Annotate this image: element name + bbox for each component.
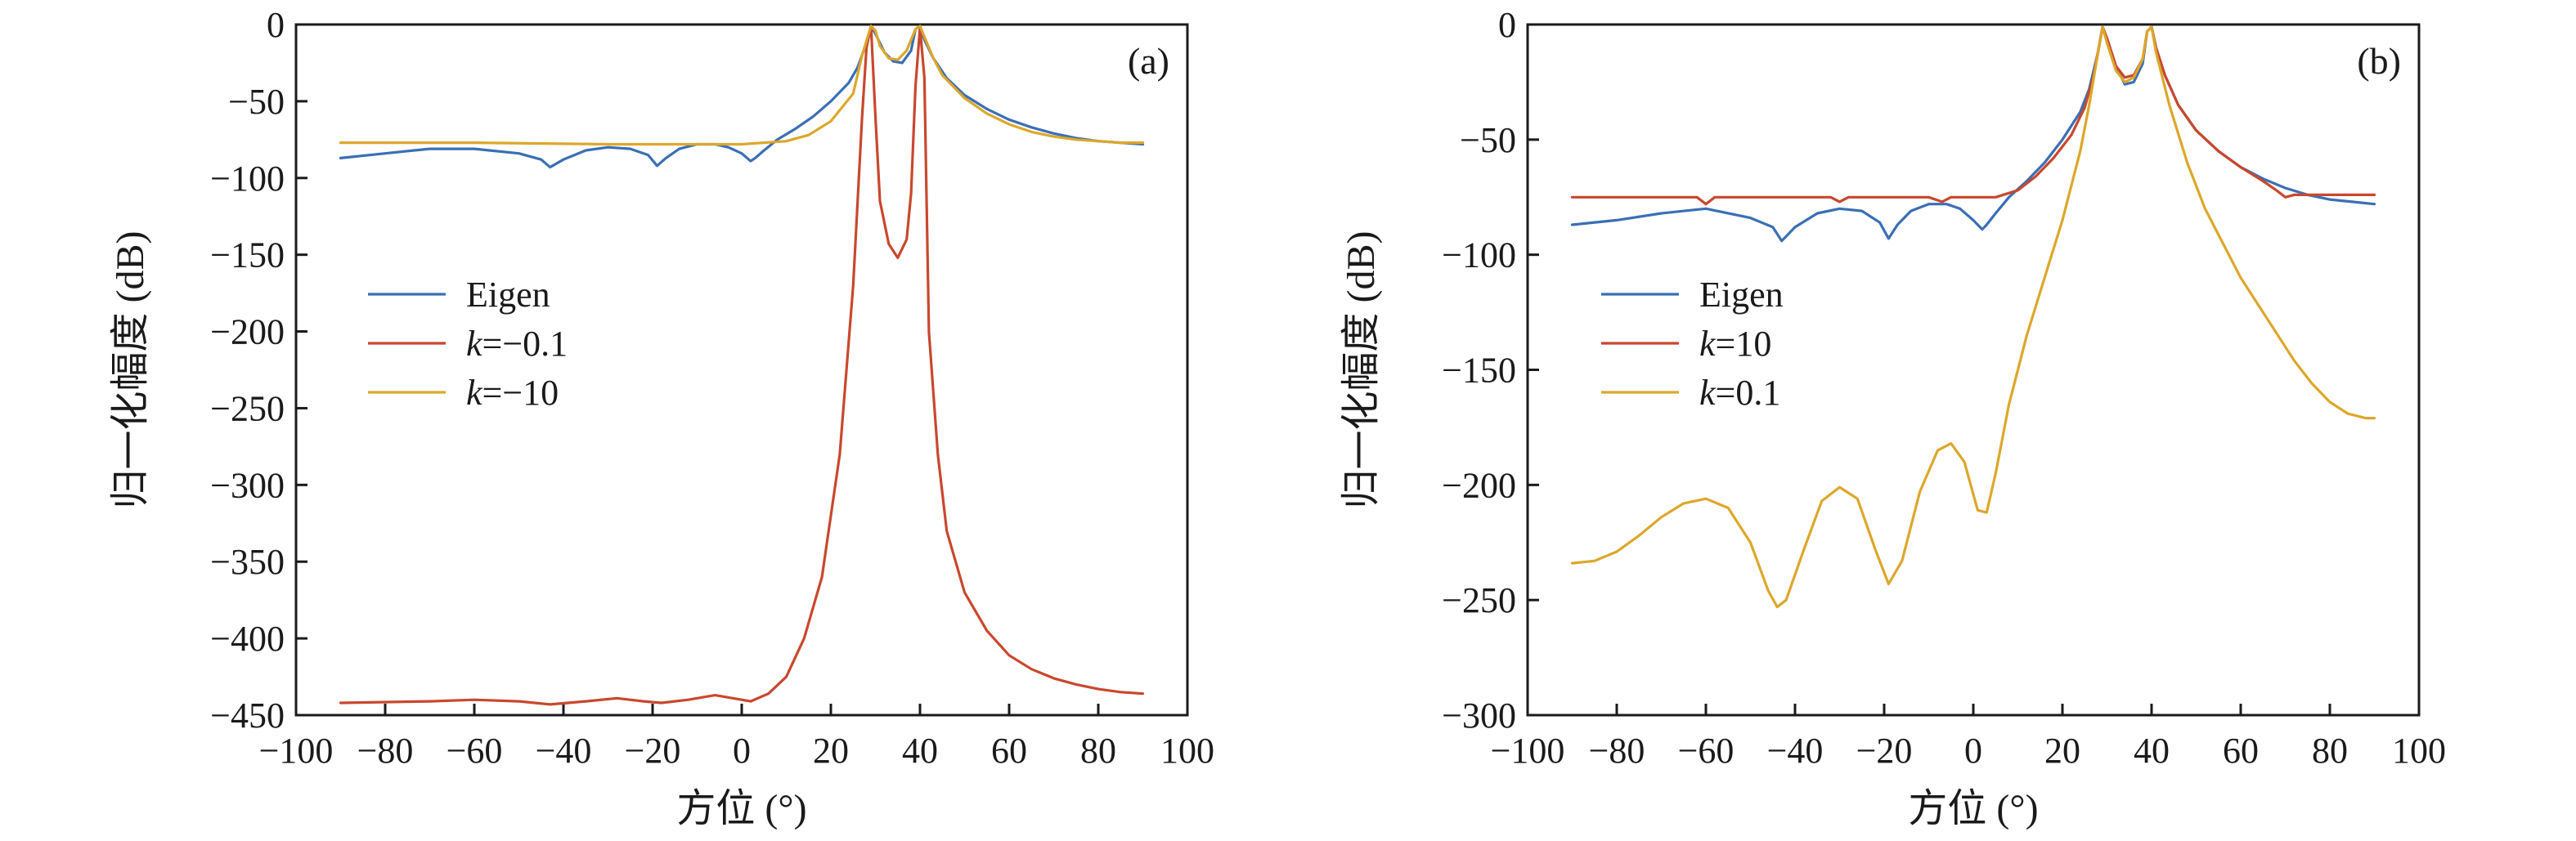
legend-label-text: =10: [1716, 324, 1772, 364]
legend-k-symbol: k: [466, 324, 483, 364]
x-tick-label: 40: [2134, 731, 2170, 771]
y-tick-label: −200: [1442, 465, 1516, 505]
panel-label: (b): [2357, 40, 2401, 82]
legend-label-text: =0.1: [1716, 373, 1781, 413]
x-tick-label: −80: [1589, 731, 1645, 771]
x-tick-label: 40: [902, 731, 938, 771]
y-tick-label: −50: [1460, 120, 1516, 160]
x-tick-label: −40: [536, 731, 592, 771]
y-tick-label: −150: [1442, 351, 1516, 391]
y-tick-label: −100: [210, 159, 285, 199]
x-tick-label: 60: [991, 731, 1027, 771]
legend-label-text: =−10: [482, 373, 559, 413]
legend-label: Eigen: [466, 275, 550, 315]
x-tick-label: 0: [733, 731, 751, 771]
series-line: [339, 25, 1145, 146]
x-tick-label: −20: [625, 731, 681, 771]
y-tick-label: −100: [1442, 235, 1516, 275]
series-layer: [339, 25, 1145, 706]
x-tick-label: −100: [1491, 731, 1565, 771]
series-line: [339, 25, 1145, 169]
legend-label-text: Eigen: [466, 275, 550, 315]
legend-label-text: Eigen: [1699, 275, 1784, 315]
legend-label-text: =−0.1: [482, 324, 568, 364]
plot-frame: [294, 23, 1189, 717]
series-line: [1570, 25, 2376, 243]
y-tick-label: 0: [1498, 5, 1516, 45]
series-line: [1570, 25, 2376, 609]
legend-label: k=−10: [466, 373, 559, 413]
y-tick-label: −150: [210, 235, 285, 275]
x-tick-label: 0: [1964, 731, 1982, 771]
chart-panel-a: −100 −80 −60 −40 −20 0 20 40 60 80 1000−50−100−150…: [109, 5, 1214, 830]
y-tick-label: −350: [210, 542, 285, 582]
x-tick-label: 100: [1160, 731, 1214, 771]
x-tick-label: −100: [259, 731, 334, 771]
legend-label: Eigen: [1699, 275, 1784, 315]
y-tick-label: −450: [210, 696, 285, 736]
x-tick-label: −80: [357, 731, 414, 771]
x-axis-title: 方位 (°): [1908, 787, 2038, 830]
x-tick-label: 20: [2044, 731, 2080, 771]
x-tick-label: 100: [2392, 731, 2446, 771]
series-line: [1570, 25, 2376, 206]
x-tick-label: −40: [1767, 731, 1824, 771]
plot-frame: [1526, 23, 2421, 717]
x-axis-title: 方位 (°): [676, 787, 806, 830]
y-tick-label: −300: [210, 465, 285, 505]
legend-k-symbol: k: [1699, 324, 1717, 364]
x-tick-label: −60: [447, 731, 503, 771]
legend-label: k=0.1: [1699, 373, 1780, 413]
y-axis-title: 归一化幅度 (dB): [109, 231, 152, 509]
chart-panel-b: −100 −80 −60 −40 −20 0 20 40 60 80 1000−50−100−150…: [1340, 5, 2446, 830]
legend-k-symbol: k: [1699, 373, 1717, 413]
panel-label: (a): [1128, 40, 1169, 82]
x-tick-label: 20: [813, 731, 849, 771]
x-tick-label: −60: [1678, 731, 1735, 771]
y-tick-label: 0: [267, 5, 285, 45]
series-layer: [1570, 25, 2376, 609]
y-tick-label: −250: [1442, 580, 1516, 620]
y-axis-title: 归一化幅度 (dB): [1340, 231, 1383, 509]
y-tick-label: −250: [210, 388, 285, 428]
x-tick-label: 80: [1080, 731, 1116, 771]
y-tick-label: −400: [210, 619, 285, 659]
legend-label: k=10: [1699, 324, 1771, 364]
legend-label: k=−0.1: [466, 324, 568, 364]
x-tick-label: 80: [2312, 731, 2348, 771]
legend-k-symbol: k: [466, 373, 483, 413]
x-tick-label: 60: [2223, 731, 2259, 771]
x-tick-label: −20: [1856, 731, 1913, 771]
y-tick-label: −50: [228, 82, 285, 122]
y-tick-label: −200: [210, 312, 285, 352]
y-tick-label: −300: [1442, 696, 1516, 736]
